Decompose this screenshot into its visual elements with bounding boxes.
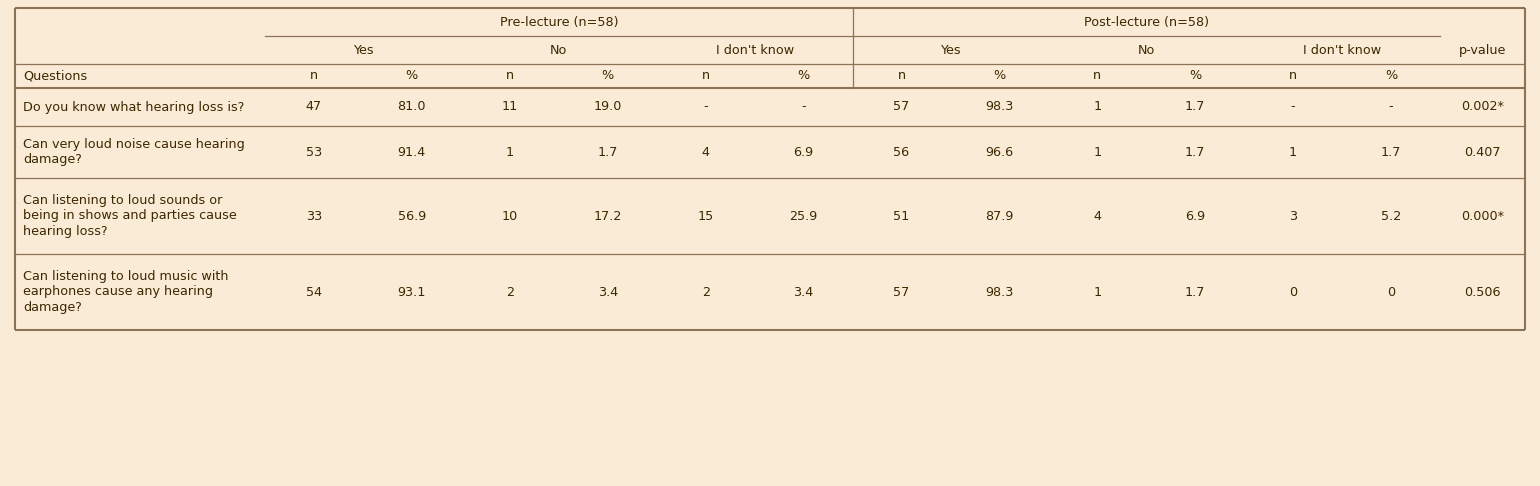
Text: n: n xyxy=(702,69,710,83)
Text: 47: 47 xyxy=(306,101,322,114)
Text: Can listening to loud sounds or: Can listening to loud sounds or xyxy=(23,194,222,207)
Text: hearing loss?: hearing loss? xyxy=(23,225,108,238)
Text: 3.4: 3.4 xyxy=(598,285,618,298)
Text: Can listening to loud music with: Can listening to loud music with xyxy=(23,270,228,283)
Text: 81.0: 81.0 xyxy=(397,101,427,114)
Text: 3.4: 3.4 xyxy=(793,285,813,298)
Text: p-value: p-value xyxy=(1458,45,1506,57)
Text: 2: 2 xyxy=(505,285,514,298)
Text: 1: 1 xyxy=(1093,145,1101,158)
Text: Can very loud noise cause hearing: Can very loud noise cause hearing xyxy=(23,138,245,151)
Text: 2: 2 xyxy=(702,285,710,298)
Text: 5.2: 5.2 xyxy=(1381,209,1401,223)
Text: 96.6: 96.6 xyxy=(986,145,1013,158)
Text: n: n xyxy=(1289,69,1297,83)
Text: 91.4: 91.4 xyxy=(397,145,427,158)
Text: 25.9: 25.9 xyxy=(790,209,818,223)
Text: -: - xyxy=(704,101,708,114)
Text: 53: 53 xyxy=(306,145,322,158)
Text: I don't know: I don't know xyxy=(1303,45,1381,57)
Text: 6.9: 6.9 xyxy=(1186,209,1206,223)
Text: 54: 54 xyxy=(306,285,322,298)
Text: 93.1: 93.1 xyxy=(397,285,427,298)
Text: 17.2: 17.2 xyxy=(593,209,622,223)
Text: 1: 1 xyxy=(505,145,514,158)
Text: 1.7: 1.7 xyxy=(1381,145,1401,158)
Text: 0.506: 0.506 xyxy=(1465,285,1502,298)
Text: n: n xyxy=(505,69,514,83)
Text: No: No xyxy=(1138,45,1155,57)
Text: -: - xyxy=(801,101,805,114)
Text: 3: 3 xyxy=(1289,209,1297,223)
Text: n: n xyxy=(1093,69,1101,83)
Text: 0: 0 xyxy=(1289,285,1297,298)
Text: 1.7: 1.7 xyxy=(1184,145,1206,158)
Text: n: n xyxy=(898,69,906,83)
Text: 0.002*: 0.002* xyxy=(1461,101,1505,114)
Text: 1.7: 1.7 xyxy=(1184,285,1206,298)
Text: Yes: Yes xyxy=(353,45,373,57)
Text: I don't know: I don't know xyxy=(716,45,793,57)
Text: -: - xyxy=(1291,101,1295,114)
Text: Post-lecture (n=58): Post-lecture (n=58) xyxy=(1084,17,1209,30)
Text: Yes: Yes xyxy=(939,45,961,57)
Text: 1: 1 xyxy=(1289,145,1297,158)
Text: Do you know what hearing loss is?: Do you know what hearing loss is? xyxy=(23,101,245,114)
Text: 57: 57 xyxy=(893,101,910,114)
Text: 11: 11 xyxy=(502,101,517,114)
Text: 4: 4 xyxy=(702,145,710,158)
Text: earphones cause any hearing: earphones cause any hearing xyxy=(23,285,213,298)
Text: %: % xyxy=(405,69,417,83)
Text: n: n xyxy=(310,69,319,83)
Text: -: - xyxy=(1389,101,1394,114)
Text: 57: 57 xyxy=(893,285,910,298)
Text: being in shows and parties cause: being in shows and parties cause xyxy=(23,209,237,223)
Text: 10: 10 xyxy=(502,209,517,223)
Text: 0.407: 0.407 xyxy=(1465,145,1502,158)
Text: 1.7: 1.7 xyxy=(598,145,618,158)
Text: 4: 4 xyxy=(1093,209,1101,223)
Text: %: % xyxy=(993,69,1006,83)
Text: %: % xyxy=(602,69,614,83)
Text: Pre-lecture (n=58): Pre-lecture (n=58) xyxy=(499,17,618,30)
Text: 98.3: 98.3 xyxy=(986,285,1013,298)
Text: 56: 56 xyxy=(893,145,910,158)
Text: 51: 51 xyxy=(893,209,910,223)
Text: damage?: damage? xyxy=(23,153,82,166)
Text: 0: 0 xyxy=(1388,285,1395,298)
Text: 6.9: 6.9 xyxy=(793,145,813,158)
Text: 56.9: 56.9 xyxy=(397,209,427,223)
Text: 19.0: 19.0 xyxy=(593,101,622,114)
Text: 0.000*: 0.000* xyxy=(1461,209,1505,223)
Text: damage?: damage? xyxy=(23,301,82,314)
Text: %: % xyxy=(1189,69,1201,83)
Text: 33: 33 xyxy=(306,209,322,223)
Text: 98.3: 98.3 xyxy=(986,101,1013,114)
Text: 1.7: 1.7 xyxy=(1184,101,1206,114)
Text: 15: 15 xyxy=(698,209,713,223)
Text: Questions: Questions xyxy=(23,69,88,83)
Text: No: No xyxy=(550,45,567,57)
Text: 1: 1 xyxy=(1093,285,1101,298)
Text: 1: 1 xyxy=(1093,101,1101,114)
Text: %: % xyxy=(1384,69,1397,83)
Text: 87.9: 87.9 xyxy=(986,209,1013,223)
Text: %: % xyxy=(798,69,810,83)
